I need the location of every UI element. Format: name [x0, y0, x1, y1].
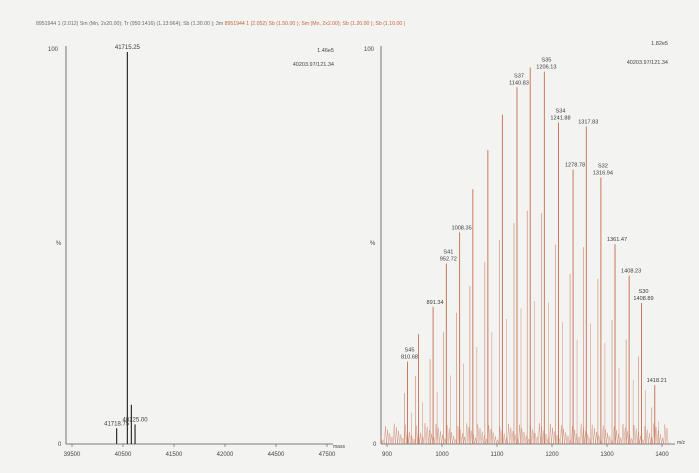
right-baseline-noise: [380, 422, 669, 445]
right-x-tick-label: 900: [382, 452, 393, 458]
right-y-bottom-label: 0: [373, 442, 377, 448]
left-x-tick-label: 42000: [217, 452, 234, 458]
left-x-tick-label: 39500: [64, 452, 81, 458]
right-x-axis-label: m/z: [677, 440, 686, 446]
right-peak-labels: 810.68S45891.34952.72S411008.351140.83S3…: [401, 58, 667, 385]
left-x-axis-label: mass: [333, 444, 345, 450]
right-peak-value: 1361.47: [607, 237, 627, 243]
left-corner-value-2: 40203.97/121.34: [293, 62, 334, 68]
left-x-tick-label: 40500: [115, 452, 132, 458]
right-peak-charge-label: S41: [443, 250, 453, 256]
right-panel: 100 % 0 m/z 1.82e5 40203.97/121.34 900 10…: [364, 41, 686, 458]
right-peak-value: 1317.83: [578, 119, 598, 125]
right-x-tick-label: 1400: [655, 452, 669, 458]
right-corner-value-2: 40203.97/121.34: [627, 60, 668, 66]
header-right-text: 8951944 1 (2.052) Sb (1.50.00 ); Sm (Mn,…: [224, 21, 406, 27]
right-peak-value: 1408.89: [633, 296, 653, 302]
right-peak-value: 1278.78: [565, 163, 585, 169]
right-peak-value: 1140.83: [509, 80, 529, 86]
right-x-tick-label: 1300: [600, 452, 614, 458]
right-x-tick-label: 1200: [545, 452, 559, 458]
right-peak-value: 891.34: [427, 300, 444, 306]
header-left-text: 8951944 1 (2.012) Sm (Mn, 2x20.00); Tr (…: [36, 21, 224, 27]
left-corner-value-1: 1.46e5: [317, 48, 334, 54]
right-peak-charge-label: S45: [405, 348, 415, 354]
right-peak-charge-label: S37: [514, 73, 524, 79]
right-x-ticks: 900 1000 1100 1200 1300 1400: [382, 444, 669, 458]
right-peak-value: 952.72: [440, 257, 457, 263]
right-peak-value: 1408.23: [621, 268, 641, 274]
right-peak-charge-label: S35: [541, 58, 551, 64]
spectrum-header: 8951944 1 (2.012) Sm (Mn, 2x20.00); Tr (…: [36, 21, 691, 27]
right-peak-value: 1418.21: [647, 378, 667, 384]
right-x-tick-label: 1000: [435, 452, 449, 458]
right-x-tick-label: 1100: [491, 452, 505, 458]
left-x-tick-label: 47500: [319, 452, 336, 458]
right-peak-value: 810.68: [401, 355, 418, 361]
right-y-top-label: 100: [364, 47, 375, 53]
right-peak-charge-label: S30: [639, 289, 649, 295]
right-peak-charge-label: S32: [598, 163, 608, 169]
left-panel: 100 % 0 mass 1.46e5 40203.97/121.34 3950…: [48, 45, 345, 458]
left-x-tick-label: 41500: [166, 452, 183, 458]
left-y-axis-label: %: [56, 241, 62, 247]
left-x-ticks: 39500 40500 41500 42000 44500 47500: [64, 444, 336, 458]
left-peak-label: 40225.00: [123, 417, 149, 423]
right-peak-value: 1316.94: [593, 170, 613, 176]
left-peak-label: 41718.75: [104, 421, 130, 427]
left-x-tick-label: 44500: [268, 452, 285, 458]
right-peak-charge-label: S34: [556, 109, 566, 115]
right-peak-value: 1008.35: [451, 225, 471, 231]
left-spectrum-trace: [116, 52, 136, 444]
left-peak-label: 41715.25: [115, 45, 141, 51]
right-y-axis-label: %: [370, 241, 376, 247]
right-corner-value-1: 1.82e5: [651, 41, 668, 47]
right-spectrum-trace: [380, 67, 669, 445]
left-y-bottom-label: 0: [58, 442, 62, 448]
left-y-top-label: 100: [48, 47, 59, 53]
right-peak-value: 1206.13: [536, 65, 556, 71]
right-peak-value: 1241.88: [550, 116, 570, 122]
